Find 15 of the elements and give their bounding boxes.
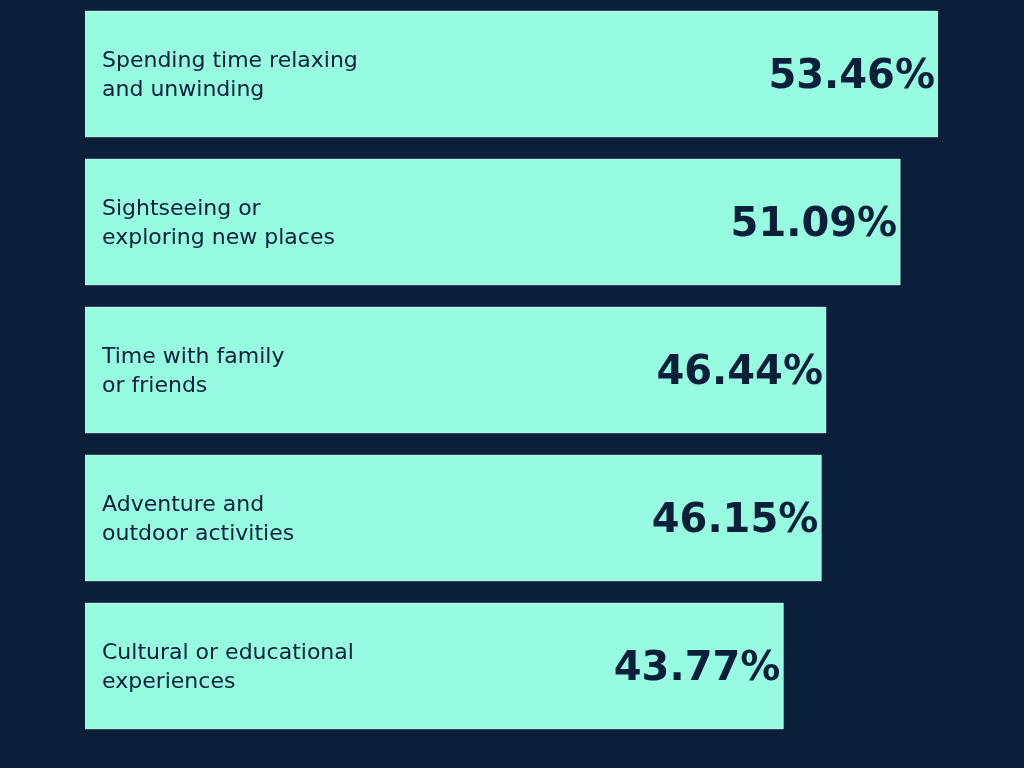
data-label: 46.44% xyxy=(656,347,823,393)
data-label: 43.77% xyxy=(613,643,781,689)
bar xyxy=(85,158,901,286)
y-tick-label: Cultural or educational experiences xyxy=(102,639,354,693)
data-label: 53.46% xyxy=(768,51,935,97)
bar xyxy=(85,602,784,730)
bar xyxy=(85,10,938,138)
y-tick-label: Spending time relaxing and unwinding xyxy=(102,47,358,101)
data-label: 46.15% xyxy=(651,495,819,541)
y-tick-label: Adventure and outdoor activities xyxy=(102,491,295,545)
bar xyxy=(85,306,827,434)
y-tick-label: Time with family or friends xyxy=(101,343,285,397)
y-tick-label: Sightseeing or exploring new places xyxy=(102,195,335,249)
bar xyxy=(85,454,822,582)
data-label: 51.09% xyxy=(730,199,898,245)
